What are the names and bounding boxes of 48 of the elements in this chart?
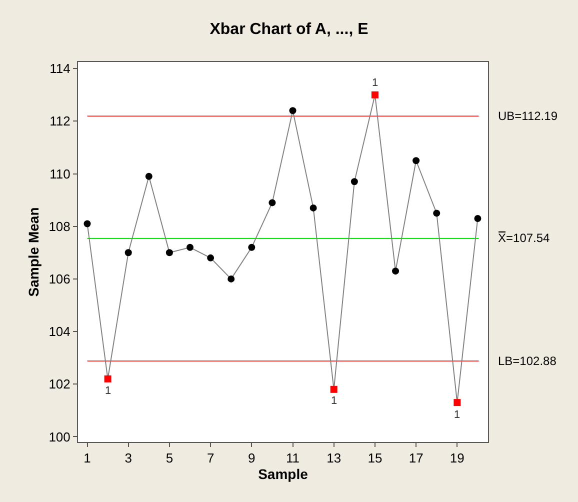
point: [474, 214, 482, 222]
ref-line-label: X̿=107.54: [498, 231, 550, 245]
point: [207, 254, 214, 262]
point: [454, 399, 461, 406]
point: [228, 275, 235, 282]
point: [433, 210, 440, 217]
y-tick-label: 112: [50, 114, 70, 129]
chart-title: Xbar Chart of A, ..., E: [210, 20, 369, 38]
point: [104, 375, 112, 382]
annotation: 1: [454, 409, 460, 421]
point: [289, 107, 296, 114]
point: [330, 386, 338, 393]
point: [166, 249, 173, 256]
point: [371, 91, 378, 98]
x-tick-label: 9: [248, 450, 256, 466]
y-axis-title: Sample Mean: [25, 207, 42, 297]
y-tick-label: 106: [48, 272, 70, 287]
y-tick-label: 104: [48, 324, 70, 340]
x-tick-label: 3: [124, 450, 132, 466]
x-tick-label: 15: [368, 450, 382, 466]
point: [268, 199, 276, 206]
annotation: 1: [331, 395, 338, 407]
x-tick-label: 19: [450, 450, 464, 466]
x-tick-label: 1: [84, 450, 91, 466]
point: [84, 220, 91, 228]
point: [124, 249, 132, 256]
x-axis-title: Sample: [258, 466, 308, 482]
point: [248, 244, 256, 251]
y-tick-label: 114: [50, 61, 70, 76]
y-tick-label: 110: [50, 166, 70, 182]
annotation: 1: [105, 385, 112, 397]
ref-line-label: UB=112.19: [498, 109, 558, 123]
point: [186, 244, 194, 251]
x-tick-label: 13: [326, 450, 342, 466]
y-tick-label: 108: [48, 218, 70, 234]
point: [392, 268, 400, 275]
y-tick-label: 102: [48, 376, 70, 392]
y-tick-label: 100: [48, 429, 70, 444]
point: [145, 172, 152, 180]
x-tick-label: 5: [166, 450, 174, 466]
annotation: 1: [372, 77, 378, 89]
point: [310, 204, 317, 212]
ref-line-label: LB=102.88: [498, 354, 557, 368]
point: [350, 178, 358, 186]
x-tick-label: 17: [408, 450, 424, 466]
point: [412, 157, 420, 164]
x-tick-label: 7: [206, 450, 214, 466]
x-tick-label: 11: [286, 450, 300, 466]
